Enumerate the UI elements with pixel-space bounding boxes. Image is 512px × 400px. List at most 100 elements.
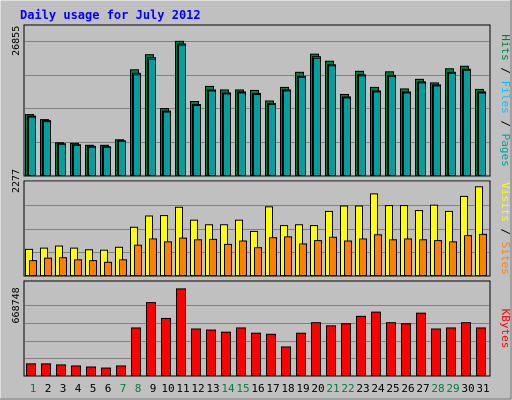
bar-pages-day-15	[238, 92, 246, 176]
bar-sites-day-19	[299, 243, 307, 277]
bar-kbytes-day-22	[341, 323, 351, 377]
y-max-label: 26855	[11, 26, 22, 56]
legend-item-visits: Visits	[499, 182, 512, 222]
bar-pages-day-19	[298, 76, 306, 176]
chart-panels: 26855 Hits / Files / Pages 2277 Visits / Si…	[11, 24, 512, 377]
x-tick-label: 20	[311, 382, 324, 395]
x-tick-label: 24	[371, 382, 385, 395]
x-tick-label: 6	[105, 382, 112, 395]
bar-kbytes-day-12	[191, 328, 201, 376]
bar-sites-day-12	[194, 239, 202, 276]
bar-pages-day-5	[88, 146, 96, 177]
x-tick-label: 19	[296, 382, 309, 395]
bar-pages-day-14	[223, 93, 231, 176]
bar-sites-day-22	[344, 240, 352, 276]
bar-kbytes-day-14	[221, 331, 231, 376]
bar-pages-day-9	[148, 58, 156, 176]
bar-pages-day-8	[133, 74, 141, 176]
bar-sites-day-13	[209, 238, 217, 277]
bar-kbytes-day-18	[281, 346, 291, 377]
bar-pages-day-31	[478, 92, 486, 176]
x-axis-labels: 1 2 3 4 5 6 7 8 9 10 11 12 13 14 15 16 17 18 19 20 21 22 23 24 2…	[30, 382, 490, 395]
bar-pages-day-24	[373, 91, 381, 176]
bar-pages-day-7	[118, 140, 126, 176]
bar-kbytes-day-11	[176, 288, 186, 376]
bar-pages-day-26	[403, 92, 411, 176]
bar-kbytes-day-3	[56, 364, 66, 376]
x-tick-label: 8	[135, 382, 142, 395]
bar-kbytes-day-1	[26, 363, 36, 377]
bar-pages-day-12	[193, 105, 201, 176]
x-tick-label: 17	[266, 382, 279, 395]
x-tick-label: 14	[221, 382, 235, 395]
bar-pages-day-25	[388, 75, 396, 176]
x-tick-label: 23	[356, 382, 369, 395]
x-tick-label: 15	[236, 382, 249, 395]
x-tick-label: 10	[161, 382, 174, 395]
x-tick-label: 30	[461, 382, 474, 395]
y-max-label: 2277	[11, 169, 22, 193]
bar-pages-day-28	[433, 85, 441, 176]
bar-kbytes-day-13	[206, 329, 216, 376]
x-tick-label: 29	[446, 382, 459, 395]
bar-sites-day-8	[134, 244, 142, 277]
bar-kbytes-day-10	[161, 317, 171, 377]
bar-sites-day-9	[149, 238, 157, 276]
x-tick-label: 16	[251, 382, 264, 395]
bar-kbytes-day-19	[296, 332, 306, 377]
bar-sites-day-25	[389, 239, 397, 276]
bar-kbytes-day-9	[146, 302, 156, 376]
bar-kbytes-day-7	[116, 365, 126, 377]
bar-kbytes-day-29	[446, 327, 456, 377]
bar-sites-day-14	[224, 243, 232, 276]
x-tick-label: 2	[45, 382, 52, 395]
x-tick-label: 28	[431, 382, 444, 395]
bar-pages-day-10	[163, 111, 171, 176]
bar-sites-day-23	[359, 238, 367, 276]
bar-kbytes-day-27	[416, 312, 426, 376]
x-tick-label: 4	[75, 382, 82, 395]
bar-pages-day-2	[43, 121, 51, 176]
bar-sites-day-6	[104, 261, 112, 276]
legend-item-sites: Sites	[499, 242, 512, 275]
bar-sites-day-17	[269, 237, 277, 276]
legend-item-kbytes: KBytes	[499, 309, 512, 349]
bar-sites-day-15	[239, 240, 247, 276]
bar-pages-day-13	[208, 90, 216, 176]
x-tick-label: 13	[206, 382, 219, 395]
x-tick-label: 21	[326, 382, 339, 395]
x-tick-label: 12	[191, 382, 204, 395]
bar-sites-day-26	[404, 238, 412, 276]
y-max-label: 668748	[11, 287, 22, 323]
bar-sites-day-31	[479, 233, 487, 276]
x-tick-label: 5	[90, 382, 97, 395]
legend-item-pages: Pages	[499, 134, 512, 167]
bar-pages-day-30	[463, 69, 471, 176]
bar-kbytes-day-26	[401, 323, 411, 377]
bar-pages-day-6	[103, 146, 111, 177]
bar-pages-day-1	[28, 116, 36, 176]
bar-sites-day-5	[89, 260, 97, 277]
bar-sites-day-1	[29, 260, 37, 277]
bar-pages-day-17	[268, 104, 276, 176]
panel-bottom: 668748 KBytes	[11, 280, 512, 377]
bar-sites-day-30	[464, 235, 472, 276]
bar-kbytes-day-23	[356, 315, 366, 377]
bar-sites-day-24	[374, 234, 382, 277]
x-tick-label: 25	[386, 382, 399, 395]
bar-kbytes-day-8	[131, 327, 141, 377]
bar-kbytes-day-4	[71, 365, 81, 377]
legend-mid: Visits / Sites	[499, 182, 512, 275]
bar-kbytes-day-21	[326, 325, 336, 377]
bar-sites-day-18	[284, 236, 292, 277]
bar-kbytes-day-30	[461, 322, 471, 376]
bar-pages-day-16	[253, 93, 261, 176]
legend-item-files: Files	[499, 81, 512, 114]
bar-sites-day-20	[314, 240, 322, 277]
bar-sites-day-16	[254, 247, 262, 277]
bar-kbytes-day-15	[236, 327, 246, 377]
x-tick-label: 1	[30, 382, 37, 395]
bar-pages-day-21	[328, 65, 336, 176]
bar-sites-day-4	[74, 259, 82, 276]
